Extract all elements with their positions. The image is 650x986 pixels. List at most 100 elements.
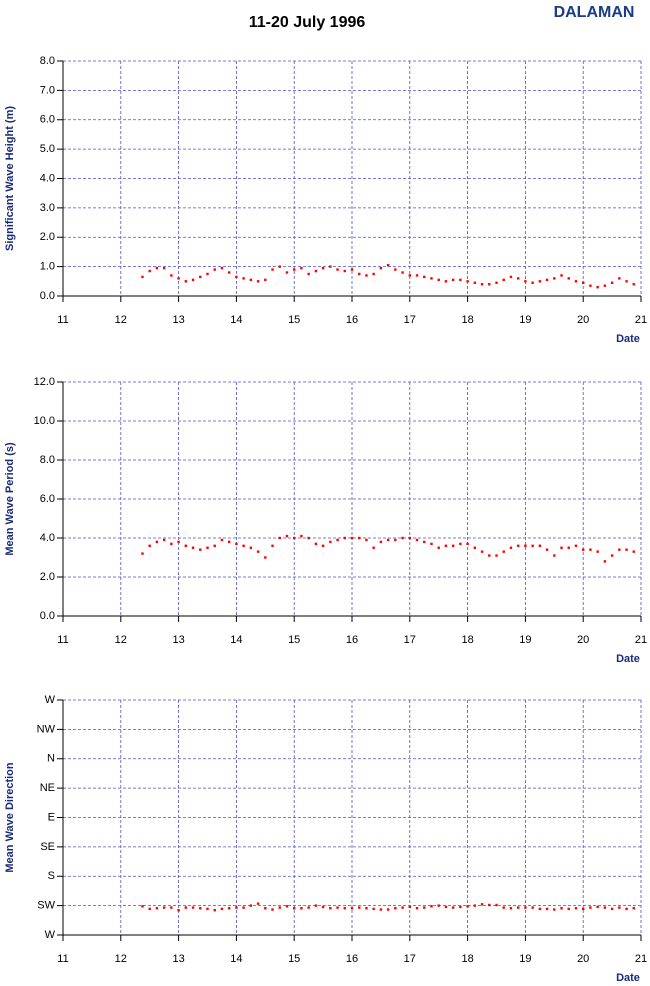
data-point (531, 544, 534, 547)
x-tick-label: 19 (519, 634, 531, 646)
y-tick-label: 5.0 (40, 143, 55, 155)
data-point (459, 905, 462, 909)
data-point (430, 542, 433, 546)
x-axis-label: Date (616, 653, 640, 665)
data-point (386, 908, 390, 911)
y-tick-label: 7.0 (40, 84, 55, 96)
data-point (423, 540, 426, 544)
data-point (256, 902, 260, 905)
data-point (206, 272, 209, 276)
data-point (350, 268, 354, 271)
data-point (177, 908, 180, 912)
x-tick-label: 14 (230, 634, 242, 646)
data-point (610, 907, 614, 911)
x-tick-label: 19 (519, 953, 531, 965)
data-point (300, 534, 303, 538)
data-point (567, 277, 570, 280)
data-point (256, 280, 260, 283)
x-tick-label: 17 (404, 634, 416, 646)
data-point (264, 556, 267, 559)
data-point (560, 907, 563, 910)
data-point (271, 544, 274, 547)
data-point (242, 277, 245, 280)
data-point (314, 269, 318, 273)
data-point (336, 906, 339, 909)
data-point (495, 554, 498, 557)
data-point (155, 266, 159, 270)
x-tick-label: 19 (519, 314, 531, 326)
data-point (148, 544, 151, 547)
data-point (408, 905, 411, 909)
data-point (329, 265, 332, 268)
data-point (148, 269, 151, 273)
y-tick-label: 8.0 (40, 55, 55, 67)
y-tick-label: 10.0 (34, 415, 55, 427)
data-point (372, 272, 375, 276)
x-tick-label: 14 (230, 314, 242, 326)
data-point (199, 275, 202, 279)
data-point (625, 280, 628, 283)
y-axis-label: Mean Wave Period (s) (4, 442, 16, 556)
data-point (249, 278, 253, 282)
x-tick-label: 11 (57, 314, 68, 326)
x-tick-label: 13 (172, 953, 184, 965)
data-point (488, 554, 491, 557)
data-point (553, 277, 556, 280)
data-point (227, 907, 231, 910)
x-tick-label: 17 (404, 953, 416, 965)
data-point (531, 906, 534, 909)
data-point (444, 544, 448, 547)
data-point (545, 907, 549, 911)
y-tick-label: 4.0 (40, 532, 55, 544)
data-point (199, 907, 202, 910)
data-point (466, 905, 469, 908)
y-tick-label: E (48, 811, 55, 823)
data-point (632, 283, 635, 286)
data-point (488, 903, 491, 907)
data-point (466, 542, 469, 546)
data-point (589, 906, 592, 909)
y-tick-label: W (45, 929, 56, 941)
data-point (177, 277, 180, 280)
data-point (473, 546, 477, 549)
y-tick-label: W (45, 694, 56, 706)
data-point (271, 908, 274, 911)
data-point (314, 542, 318, 546)
data-point (423, 275, 426, 279)
y-tick-label: 0.0 (40, 290, 55, 302)
data-point (632, 907, 635, 910)
data-point (596, 285, 599, 289)
data-point (155, 540, 159, 544)
data-point (603, 906, 607, 909)
y-tick-label: 1.0 (40, 261, 55, 273)
data-point (545, 548, 549, 551)
data-point (480, 283, 484, 286)
x-tick-label: 20 (577, 634, 589, 646)
data-point (365, 907, 368, 910)
x-tick-label: 16 (346, 634, 358, 646)
data-point (350, 907, 354, 910)
data-point (596, 905, 599, 909)
data-point (394, 538, 397, 542)
data-point (401, 536, 404, 540)
data-point (278, 265, 281, 268)
data-point (264, 278, 267, 282)
data-point (495, 903, 498, 907)
data-point (574, 544, 578, 547)
y-tick-label: 6.0 (40, 493, 55, 505)
data-point (553, 908, 556, 911)
data-point (141, 275, 144, 279)
data-point (509, 275, 513, 279)
data-point (307, 272, 310, 276)
y-tick-label: 6.0 (40, 114, 55, 126)
data-point (386, 263, 390, 267)
data-point (473, 281, 477, 284)
data-point (379, 266, 383, 270)
data-point (184, 280, 188, 283)
data-point (321, 544, 325, 547)
data-point (401, 906, 404, 909)
data-point (444, 280, 448, 283)
data-point (618, 906, 621, 909)
x-tick-label: 16 (346, 953, 358, 965)
